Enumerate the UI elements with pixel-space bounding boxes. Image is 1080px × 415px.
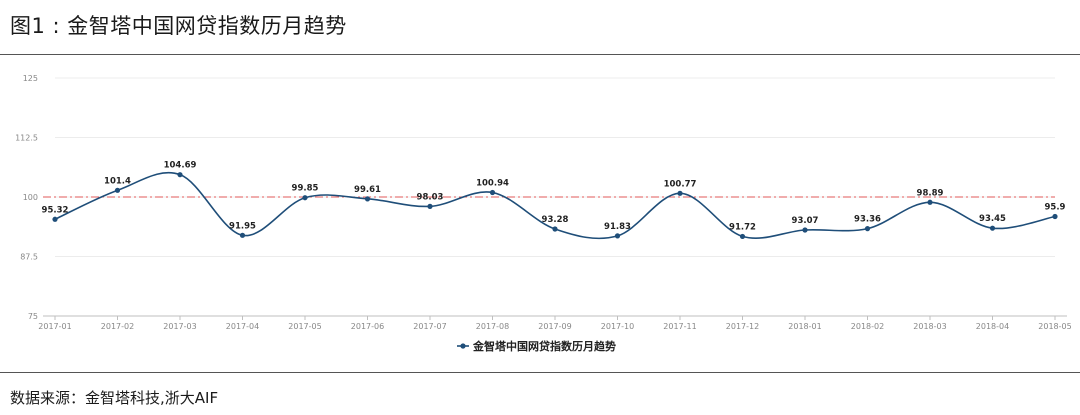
- data-label: 101.4: [104, 176, 131, 186]
- x-tick-label: 2017-05: [288, 322, 321, 331]
- y-tick-label: 112.5: [15, 134, 38, 143]
- x-tick-label: 2017-02: [101, 322, 134, 331]
- legend-label: 金智塔中国网贷指数历月趋势: [472, 339, 616, 353]
- x-tick-label: 2017-08: [476, 322, 509, 331]
- data-label: 98.89: [917, 188, 944, 198]
- data-point: [302, 195, 308, 201]
- x-tick-label: 2017-12: [726, 322, 759, 331]
- title-divider: [0, 54, 1080, 55]
- x-tick-label: 2017-07: [413, 322, 446, 331]
- data-point: [677, 190, 683, 196]
- x-tick-label: 2018-04: [976, 322, 1009, 331]
- footer-divider: [0, 372, 1080, 373]
- data-label: 98.03: [417, 192, 444, 202]
- y-tick-label: 75: [28, 312, 38, 321]
- x-tick-label: 2017-03: [163, 322, 196, 331]
- data-point: [489, 189, 496, 196]
- line-chart: 75 87.5 100 112.5 125 2017-01 2017-02 2017-03 2…: [0, 56, 1080, 368]
- figure-title: 图1 : 金智塔中国网贷指数历月趋势: [10, 14, 347, 38]
- x-axis: 2017-01 2017-02 2017-03 2017-04 2017-05 2017-…: [38, 315, 1072, 331]
- data-point: [864, 226, 871, 232]
- data-point: [427, 203, 433, 209]
- data-label: 99.61: [354, 185, 381, 195]
- data-label: 93.45: [979, 214, 1006, 224]
- y-tick-label: 87.5: [20, 253, 38, 262]
- data-label: 93.07: [792, 216, 819, 226]
- data-point: [802, 227, 808, 233]
- x-tick-label: 2017-04: [226, 322, 259, 331]
- data-label: 100.94: [476, 179, 509, 189]
- data-label: 104.69: [164, 161, 197, 171]
- legend-marker: [460, 343, 466, 349]
- data-point: [989, 225, 996, 231]
- data-label: 100.77: [664, 179, 697, 189]
- data-point: [364, 196, 371, 202]
- x-tick-label: 2017-09: [538, 322, 571, 331]
- data-label: 91.95: [229, 221, 256, 231]
- series-group: 95.32 101.4 104.69 91.95 99.85 99.61 98.03 100.…: [42, 161, 1066, 240]
- x-tick-label: 2018-01: [788, 322, 821, 331]
- data-point: [552, 226, 558, 232]
- data-point: [239, 232, 246, 238]
- data-label: 93.28: [542, 215, 569, 225]
- x-tick-label: 2017-10: [601, 322, 634, 331]
- x-tick-label: 2017-06: [351, 322, 384, 331]
- data-label: 91.83: [604, 222, 631, 232]
- y-axis: 75 87.5 100 112.5 125: [15, 74, 38, 321]
- data-point: [739, 233, 746, 240]
- chart-legend: 金智塔中国网贷指数历月趋势: [457, 339, 616, 353]
- data-label: 91.72: [729, 222, 756, 232]
- data-label: 99.85: [292, 184, 319, 194]
- x-tick-label: 2017-01: [38, 322, 71, 331]
- data-point: [927, 199, 933, 205]
- data-point: [1052, 213, 1058, 220]
- data-label: 95.9: [1045, 203, 1066, 213]
- x-tick-label: 2018-03: [913, 322, 946, 331]
- data-label: 95.32: [42, 205, 69, 215]
- data-source: 数据来源：金智塔科技,浙大AIF: [10, 389, 219, 407]
- data-point: [52, 216, 58, 222]
- y-tick-label: 100: [23, 193, 38, 202]
- x-tick-label: 2018-05: [1038, 322, 1071, 331]
- x-tick-label: 2017-11: [663, 322, 696, 331]
- data-label: 93.36: [854, 215, 881, 225]
- data-point: [177, 172, 183, 178]
- y-tick-label: 125: [23, 74, 38, 83]
- data-point: [114, 187, 121, 193]
- data-point: [614, 233, 621, 239]
- x-tick-label: 2018-02: [851, 322, 884, 331]
